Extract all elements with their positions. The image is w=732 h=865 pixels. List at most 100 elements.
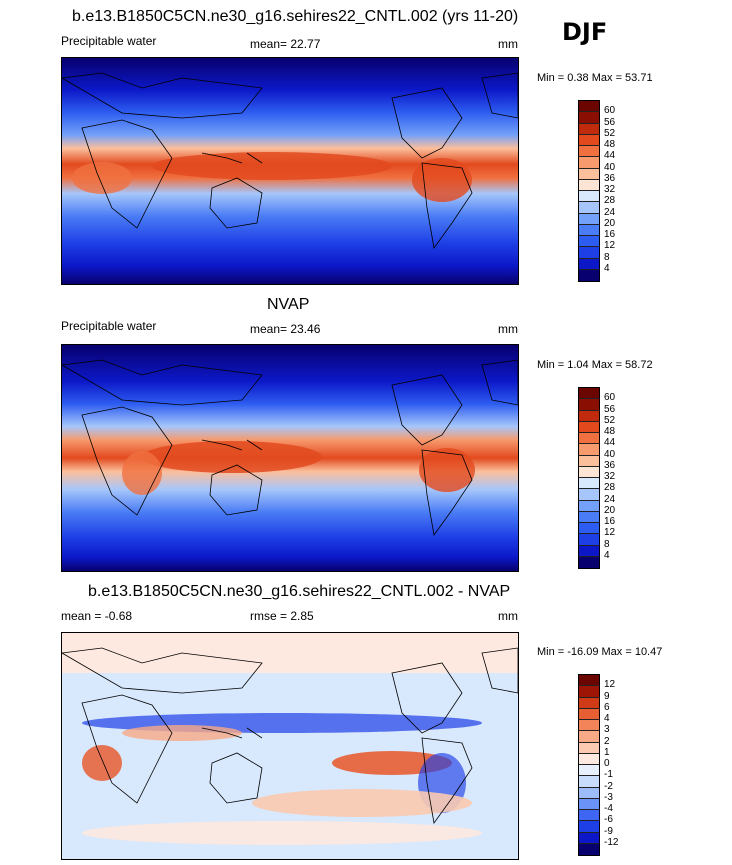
colorbar-tick-label: 36 <box>604 172 616 184</box>
panel2-title: NVAP <box>267 296 310 313</box>
colorbar-tick-label: 56 <box>604 116 616 128</box>
colorbar-swatch <box>579 191 599 203</box>
colorbar-swatch <box>579 843 599 855</box>
colorbar-tick-label: 32 <box>604 184 616 195</box>
colorbar-tick-label: -4 <box>604 803 613 814</box>
colorbar-swatch <box>579 720 599 732</box>
colorbar-swatch <box>579 500 599 512</box>
colorbar-tick-label: -2 <box>604 780 613 792</box>
colorbar-swatch <box>579 168 599 180</box>
panel3-mean-label: mean = -0.68 <box>61 609 133 623</box>
panel1-colorbar <box>578 100 600 282</box>
colorbar-tick-label: 12 <box>604 240 616 252</box>
panel2-observed-map <box>61 344 519 572</box>
colorbar-swatch <box>579 123 599 135</box>
colorbar-tick-label: 12 <box>604 527 616 539</box>
colorbar-tick-label: 48 <box>604 426 616 437</box>
colorbar-swatch <box>579 686 599 698</box>
panel1-unit-label: mm <box>498 37 518 51</box>
panel1-variable-label: Precipitable water <box>61 34 157 48</box>
panel1-mean-label: mean= 22.77 <box>250 37 321 51</box>
colorbar-swatch <box>579 708 599 720</box>
colorbar-tick-label: -1 <box>604 769 613 781</box>
colorbar-tick-label: 4 <box>604 713 610 724</box>
colorbar-swatch <box>579 444 599 456</box>
colorbar-swatch <box>579 466 599 478</box>
colorbar-tick-label: -12 <box>604 836 619 848</box>
colorbar-swatch <box>579 202 599 214</box>
colorbar-swatch <box>579 433 599 445</box>
colorbar-tick-label: 52 <box>604 127 616 139</box>
panel1-map-svg <box>62 58 518 284</box>
colorbar-swatch <box>579 787 599 799</box>
colorbar-tick-label: 44 <box>604 437 616 449</box>
colorbar-tick-label: 2 <box>604 735 610 747</box>
colorbar-tick-label: -9 <box>604 825 613 837</box>
colorbar-tick-label: 16 <box>604 516 616 527</box>
colorbar-swatch <box>579 765 599 777</box>
colorbar-swatch <box>579 489 599 501</box>
colorbar-swatch <box>579 157 599 169</box>
colorbar-swatch <box>579 388 599 400</box>
colorbar-swatch <box>579 112 599 124</box>
panel2-colorbar-boxes <box>579 388 599 568</box>
colorbar-swatch <box>579 179 599 191</box>
colorbar-tick-label: 40 <box>604 448 616 460</box>
colorbar-tick-label: 36 <box>604 459 616 471</box>
panel3-title: b.e13.B1850C5CN.ne30_g16.sehires22_CNTL.… <box>88 583 511 600</box>
colorbar-swatch <box>579 455 599 467</box>
colorbar-swatch <box>579 534 599 546</box>
colorbar-swatch <box>579 224 599 236</box>
panel3-map-svg <box>62 633 518 859</box>
colorbar-tick-label: 40 <box>604 161 616 173</box>
colorbar-swatch <box>579 247 599 259</box>
panel3-minmax-label: Min = -16.09 Max = 10.47 <box>537 646 663 658</box>
colorbar-swatch <box>579 523 599 535</box>
colorbar-tick-label: 0 <box>604 758 610 769</box>
colorbar-tick-label: 6 <box>604 701 610 713</box>
colorbar-swatch <box>579 101 599 113</box>
colorbar-swatch <box>579 821 599 833</box>
colorbar-swatch <box>579 753 599 765</box>
colorbar-tick-label: 1 <box>604 746 610 758</box>
panel1-minmax-label: Min = 0.38 Max = 53.71 <box>537 72 653 84</box>
panel3-colorbar <box>578 674 600 856</box>
colorbar-swatch <box>579 213 599 225</box>
colorbar-tick-label: 8 <box>604 251 610 263</box>
colorbar-tick-label: 28 <box>604 482 616 494</box>
panel3-unit-label: mm <box>498 609 518 623</box>
season-label: DJF <box>562 18 608 46</box>
colorbar-tick-label: 20 <box>604 217 616 229</box>
colorbar-tick-label: 16 <box>604 229 616 240</box>
colorbar-swatch <box>579 258 599 270</box>
panel2-minmax-label: Min = 1.04 Max = 58.72 <box>537 359 653 371</box>
colorbar-tick-label: 60 <box>604 392 616 404</box>
panel2-unit-label: mm <box>498 322 518 336</box>
colorbar-tick-label: 24 <box>604 493 616 505</box>
colorbar-swatch <box>579 421 599 433</box>
colorbar-tick-label: 8 <box>604 538 610 550</box>
colorbar-tick-label: 4 <box>604 549 610 561</box>
colorbar-tick-label: 20 <box>604 504 616 516</box>
colorbar-tick-label: -3 <box>604 791 613 803</box>
colorbar-tick-label: 44 <box>604 150 616 162</box>
colorbar-tick-label: 24 <box>604 206 616 218</box>
colorbar-swatch <box>579 410 599 422</box>
colorbar-tick-label: 60 <box>604 105 616 117</box>
colorbar-swatch <box>579 478 599 490</box>
panel2-variable-label: Precipitable water <box>61 319 157 333</box>
colorbar-swatch <box>579 742 599 754</box>
colorbar-tick-label: 9 <box>604 690 610 702</box>
colorbar-swatch <box>579 146 599 158</box>
colorbar-tick-label: 4 <box>604 262 610 274</box>
colorbar-tick-label: 48 <box>604 139 616 150</box>
colorbar-swatch <box>579 269 599 281</box>
colorbar-swatch <box>579 134 599 146</box>
colorbar-tick-label: 12 <box>604 679 616 691</box>
colorbar-tick-label: -6 <box>604 814 613 826</box>
colorbar-swatch <box>579 399 599 411</box>
colorbar-tick-label: 3 <box>604 724 610 736</box>
panel2-mean-label: mean= 23.46 <box>250 322 321 336</box>
panel3-rmse-label: rmse = 2.85 <box>250 609 314 623</box>
colorbar-swatch <box>579 556 599 568</box>
